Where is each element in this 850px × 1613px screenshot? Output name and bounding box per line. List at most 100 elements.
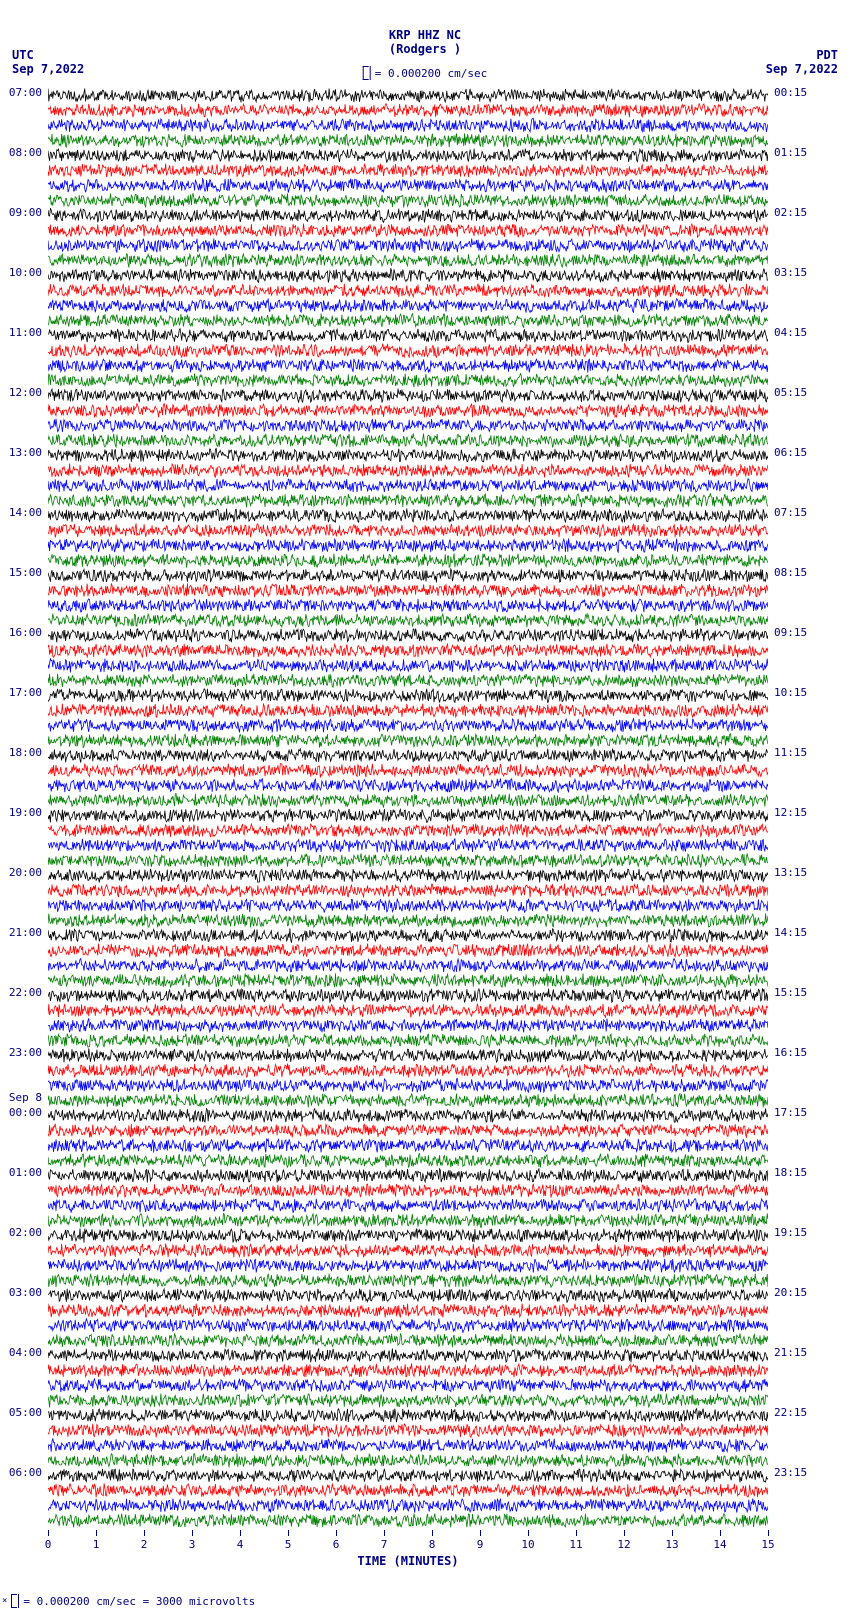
- trace-row: [48, 133, 768, 148]
- trace-waveform: [48, 1078, 768, 1093]
- scale-bar-icon: [363, 66, 371, 80]
- x-tick: [288, 1530, 289, 1536]
- left-time-label: 16:00: [9, 626, 42, 639]
- right-time-label: 08:15: [774, 566, 807, 579]
- trace-row: [48, 283, 768, 298]
- trace-waveform: [48, 328, 768, 343]
- trace-waveform: [48, 1453, 768, 1468]
- right-time-label: 18:15: [774, 1166, 807, 1179]
- left-time-label: 12:00: [9, 386, 42, 399]
- left-time-label: 05:00: [9, 1406, 42, 1419]
- date-right: Sep 7,2022: [766, 62, 838, 76]
- trace-row: [48, 313, 768, 328]
- trace-row: [48, 1303, 768, 1318]
- trace-waveform: [48, 208, 768, 223]
- trace-waveform: [48, 733, 768, 748]
- trace-waveform: [48, 418, 768, 433]
- left-time-label: 17:00: [9, 686, 42, 699]
- trace-row: [48, 823, 768, 838]
- trace-waveform: [48, 1378, 768, 1393]
- trace-row: [48, 223, 768, 238]
- trace-waveform: [48, 1438, 768, 1453]
- trace-row: [48, 1243, 768, 1258]
- trace-row: [48, 388, 768, 403]
- trace-waveform: [48, 493, 768, 508]
- trace-waveform: [48, 1468, 768, 1483]
- right-time-label: 02:15: [774, 206, 807, 219]
- left-time-label: 10:00: [9, 266, 42, 279]
- x-tick-label: 1: [93, 1538, 100, 1551]
- trace-row: [48, 508, 768, 523]
- trace-row: [48, 1018, 768, 1033]
- right-time-label: 01:15: [774, 146, 807, 159]
- trace-row: [48, 1333, 768, 1348]
- trace-waveform: [48, 238, 768, 253]
- trace-row: [48, 1183, 768, 1198]
- x-tick-label: 5: [285, 1538, 292, 1551]
- trace-row: [48, 553, 768, 568]
- trace-row: [48, 1273, 768, 1288]
- trace-waveform: [48, 1288, 768, 1303]
- right-time-label: 21:15: [774, 1346, 807, 1359]
- right-time-label: 15:15: [774, 986, 807, 999]
- trace-waveform: [48, 598, 768, 613]
- left-time-label: 14:00: [9, 506, 42, 519]
- trace-row: [48, 913, 768, 928]
- trace-row: [48, 1153, 768, 1168]
- trace-waveform: [48, 1063, 768, 1078]
- trace-row: [48, 613, 768, 628]
- trace-waveform: [48, 778, 768, 793]
- right-time-label: 19:15: [774, 1226, 807, 1239]
- left-time-label: 07:00: [9, 86, 42, 99]
- left-time-label: 11:00: [9, 326, 42, 339]
- trace-waveform: [48, 703, 768, 718]
- trace-row: [48, 943, 768, 958]
- trace-waveform: [48, 1153, 768, 1168]
- x-tick: [144, 1530, 145, 1536]
- trace-row: [48, 478, 768, 493]
- trace-waveform: [48, 1513, 768, 1528]
- trace-waveform: [48, 1138, 768, 1153]
- trace-row: [48, 493, 768, 508]
- station-code: KRP HHZ NC: [389, 28, 461, 42]
- trace-waveform: [48, 223, 768, 238]
- trace-waveform: [48, 1363, 768, 1378]
- left-date-label: Sep 8: [9, 1091, 42, 1104]
- trace-waveform: [48, 1003, 768, 1018]
- trace-row: [48, 1078, 768, 1093]
- x-tick: [768, 1530, 769, 1536]
- x-tick: [528, 1530, 529, 1536]
- trace-row: [48, 643, 768, 658]
- left-time-label: 01:00: [9, 1166, 42, 1179]
- trace-waveform: [48, 403, 768, 418]
- trace-waveform: [48, 148, 768, 163]
- right-time-label: 22:15: [774, 1406, 807, 1419]
- trace-row: [48, 1108, 768, 1123]
- trace-waveform: [48, 913, 768, 928]
- x-tick-label: 14: [713, 1538, 726, 1551]
- trace-waveform: [48, 133, 768, 148]
- trace-waveform: [48, 268, 768, 283]
- trace-row: [48, 1423, 768, 1438]
- trace-waveform: [48, 973, 768, 988]
- trace-row: [48, 748, 768, 763]
- trace-waveform: [48, 793, 768, 808]
- trace-row: [48, 568, 768, 583]
- trace-row: [48, 1258, 768, 1273]
- trace-row: [48, 853, 768, 868]
- x-tick: [192, 1530, 193, 1536]
- trace-waveform: [48, 478, 768, 493]
- right-time-label: 13:15: [774, 866, 807, 879]
- trace-waveform: [48, 1483, 768, 1498]
- right-time-label: 10:15: [774, 686, 807, 699]
- trace-waveform: [48, 358, 768, 373]
- trace-row: [48, 238, 768, 253]
- trace-waveform: [48, 1018, 768, 1033]
- trace-row: [48, 403, 768, 418]
- right-time-label: 17:15: [774, 1106, 807, 1119]
- trace-waveform: [48, 883, 768, 898]
- trace-row: [48, 883, 768, 898]
- trace-row: [48, 1063, 768, 1078]
- trace-waveform: [48, 898, 768, 913]
- trace-row: [48, 418, 768, 433]
